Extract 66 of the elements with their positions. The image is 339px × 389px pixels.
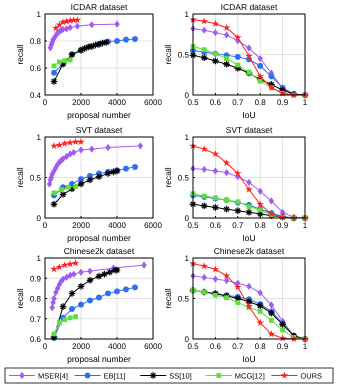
x-axis-title: proposal number [67, 110, 132, 120]
x-axis-title: proposal number [67, 354, 132, 364]
y-tick-label: 1 [36, 254, 42, 263]
y-tick-label: 0.4 [30, 91, 42, 100]
chart-title: ICDAR dataset [70, 2, 128, 12]
x-tick-label: 2000 [72, 342, 90, 351]
x-axis-title: IoU [242, 110, 256, 120]
y-tick-label: 0 [184, 214, 190, 223]
y-tick-label: 1 [184, 254, 190, 263]
x-tick-label: 4000 [108, 98, 126, 107]
y-tick-label: 0.8 [30, 37, 42, 46]
x-tick-label: 0.8 [254, 221, 266, 230]
x-tick-label: 6000 [144, 342, 162, 351]
y-axis-title: recall [15, 44, 25, 65]
x-tick-label: 2000 [72, 221, 90, 230]
x-tick-label: 0.7 [232, 342, 244, 351]
x-axis-title: IoU [242, 233, 256, 243]
y-tick-label: 0.5 [178, 294, 190, 304]
y-axis-title: recall [163, 167, 173, 188]
x-tick-label: 6000 [144, 221, 162, 230]
x-tick-label: 4000 [108, 342, 126, 351]
x-tick-label: 0.9 [277, 342, 289, 351]
y-axis-title: recall [15, 167, 25, 188]
x-tick-label: 0.9 [277, 221, 289, 230]
y-tick-label: 1 [184, 10, 190, 19]
y-axis-title: recall [15, 288, 25, 309]
chart-title: Chinese2k dataset [214, 246, 285, 256]
y-tick-label: 0.7 [30, 314, 42, 324]
x-tick-label: 0 [42, 342, 48, 351]
y-tick-label: 0.5 [178, 50, 190, 60]
y-tick-label: 0.8 [30, 294, 42, 304]
x-tick-label: 0.6 [210, 98, 222, 107]
y-axis-title: recall [163, 44, 173, 65]
x-axis-title: IoU [242, 354, 256, 364]
chart-title: SVT dataset [226, 125, 273, 135]
x-tick-label: 1 [302, 342, 308, 351]
x-tick-label: 0.6 [210, 221, 222, 230]
y-tick-label: 0.6 [30, 335, 42, 344]
chart-title: ICDAR dataset [220, 2, 278, 12]
x-tick-label: 2000 [72, 98, 90, 107]
y-tick-label: 0 [36, 214, 42, 223]
chart-title: Chinese2k dataset [64, 246, 135, 256]
x-tick-label: 0 [42, 221, 48, 230]
y-axis-title: recall [163, 288, 173, 309]
y-tick-label: 0 [184, 335, 190, 344]
x-tick-label: 0.7 [232, 98, 244, 107]
x-tick-label: 0.6 [210, 342, 222, 351]
x-tick-label: 0.7 [232, 221, 244, 230]
x-tick-label: 0 [42, 98, 48, 107]
y-tick-label: 1 [36, 10, 42, 19]
y-tick-label: 1 [36, 133, 42, 142]
x-tick-label: 1 [302, 221, 308, 230]
y-tick-label: 0.5 [178, 174, 190, 182]
x-axis-title: proposal number [67, 233, 132, 243]
x-tick-label: 0.8 [254, 342, 266, 351]
y-tick-label: 0.9 [30, 274, 42, 284]
y-tick-label: 0.6 [30, 64, 42, 73]
chart-title: SVT dataset [76, 125, 123, 135]
y-tick-label: 0 [184, 91, 190, 100]
x-tick-label: 0.9 [277, 98, 289, 107]
y-tick-label: 0.5 [30, 174, 42, 182]
x-tick-label: 6000 [144, 98, 162, 107]
y-tick-label: 1 [184, 133, 190, 142]
x-tick-label: 4000 [108, 221, 126, 230]
x-tick-label: 1 [302, 98, 308, 107]
x-tick-label: 0.8 [254, 98, 266, 107]
